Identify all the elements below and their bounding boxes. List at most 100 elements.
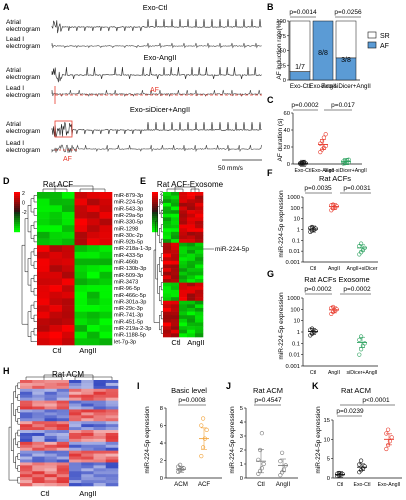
heatmap-cell	[179, 264, 188, 269]
heatmap-cell	[20, 444, 33, 449]
heatmap-cell	[93, 477, 107, 481]
heatmap-cell	[44, 382, 58, 387]
gene-labels: miR-879-3pmiR-224-5pmiR-543-3pmiR-29a-5p…	[114, 193, 151, 345]
heatmap-cell	[187, 242, 196, 247]
heatmap-cell	[179, 246, 188, 251]
heatmap-cell	[37, 192, 50, 199]
heatmap-cell	[69, 477, 82, 481]
heatmap-cell	[187, 253, 196, 258]
heatmap-cell	[171, 322, 180, 327]
legend-cell	[14, 202, 20, 205]
heatmap-cell	[37, 331, 50, 339]
heatmap-cell	[32, 438, 45, 443]
dendrogram-branch	[27, 258, 31, 286]
gene-label: miR-741-3p	[114, 313, 143, 319]
heatmap-cell	[74, 278, 88, 286]
heatmap-cell	[56, 391, 70, 396]
heatmap-cell	[171, 293, 180, 298]
heatmap-cell	[44, 453, 58, 457]
heatmap-cell	[163, 318, 172, 323]
heatmap-cell	[171, 311, 180, 316]
heatmap-cell	[105, 480, 119, 484]
y-tick-label: 3	[240, 434, 243, 440]
y-tick-label: 60	[284, 111, 290, 117]
heatmap-cell	[87, 245, 100, 253]
gene-label: miR-218a-1-3p	[114, 246, 151, 252]
y-axis-label: miR-224-5p expression	[278, 190, 285, 258]
heatmap-cell	[99, 278, 113, 286]
heatmap-cell	[87, 291, 100, 299]
heatmap-cell	[74, 298, 88, 306]
bar-sr	[335, 20, 357, 59]
legend-cell	[14, 194, 20, 197]
heatmap-cell	[74, 251, 88, 259]
y-tick-label: 40	[284, 128, 290, 134]
panel-letter-j: J	[226, 381, 231, 391]
heatmap-cell	[44, 474, 58, 478]
heatmap-cell	[74, 231, 88, 239]
heatmap-cell	[179, 271, 188, 276]
trace-label-atrial: Atrial	[6, 121, 21, 128]
heatmap-cell	[195, 217, 204, 222]
group-label-angii: AngII	[187, 338, 205, 347]
chart-f: 0.001 0.01 0.1 1 10 100 1000 Ctl AngII AngII+siDi…	[285, 195, 378, 272]
heatmap-cell	[179, 333, 188, 338]
heatmap-cell	[163, 326, 172, 331]
heatmap-cell	[99, 291, 113, 299]
scale-bar-label: 50 mm/s	[218, 165, 244, 172]
heatmap-cell	[56, 459, 70, 463]
heatmap-cell	[163, 322, 172, 327]
data-point	[357, 462, 362, 467]
heatmap-cell	[69, 471, 82, 475]
heatmap-cell	[87, 311, 100, 319]
heatmap-cell	[69, 403, 82, 407]
trace-label-atrial: Atrial	[6, 67, 21, 74]
data-point	[181, 466, 186, 471]
data-point	[259, 431, 265, 436]
dendrogram-branch	[8, 426, 18, 481]
heatmap-cell	[74, 192, 88, 199]
panel-letter-b: B	[267, 2, 274, 12]
heatmap-cell	[81, 385, 94, 390]
heatmap-cell	[62, 198, 75, 206]
dendrogram-branch	[27, 311, 31, 337]
legend-cell	[14, 198, 20, 201]
chart-title: Rat ACFs Exosome	[304, 275, 369, 284]
legend-cell	[152, 208, 158, 211]
heatmap-cell	[44, 406, 58, 410]
heatmap-cell	[81, 427, 94, 431]
heatmap-cell	[171, 228, 180, 233]
dendrogram-branch	[160, 296, 163, 305]
heatmap-cell	[20, 453, 33, 457]
heatmap-cell	[44, 477, 58, 481]
heatmap-cell	[56, 433, 70, 437]
heatmap-cell	[195, 297, 204, 302]
heatmap-cell	[44, 483, 58, 487]
legend-cell	[152, 224, 158, 227]
panel-g: G Rat ACFs Exosome miR-224-5p expression…	[267, 269, 378, 376]
heatmap-cell	[44, 391, 58, 396]
data-point	[178, 462, 183, 467]
heatmap-cell	[93, 456, 107, 460]
gene-label: miR-96-5p	[114, 286, 140, 292]
gene-label: miR-92b-5p	[114, 240, 143, 246]
heatmap-cell	[81, 394, 94, 398]
heatmap-cell	[187, 257, 196, 262]
p-value: p=0.0002	[291, 102, 319, 109]
dendrogram-branch	[17, 418, 20, 425]
x-tick-label: Ctl	[310, 370, 316, 376]
heatmap-cell	[56, 418, 70, 422]
heatmap-cell	[99, 258, 113, 266]
legend-cell	[152, 218, 158, 221]
heatmap-cell	[56, 400, 70, 404]
heatmap-cell	[37, 298, 50, 306]
heatmap-cell	[163, 329, 172, 334]
heatmap-cell	[49, 225, 63, 233]
dendrogram-branch	[160, 238, 163, 247]
legend-cell	[14, 226, 20, 229]
heatmap-cell	[81, 424, 94, 428]
heatmap-cell	[87, 265, 100, 273]
heatmap-cell	[87, 205, 100, 213]
heatmap-cell	[62, 331, 75, 339]
